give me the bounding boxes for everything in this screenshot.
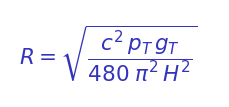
Text: $R = \sqrt{\dfrac{c^{2}\,p_{T}\,g_{T}}{480\;\pi^{2}\,H^{2}}}$: $R = \sqrt{\dfrac{c^{2}\,p_{T}\,g_{T}}{4… xyxy=(19,23,196,84)
